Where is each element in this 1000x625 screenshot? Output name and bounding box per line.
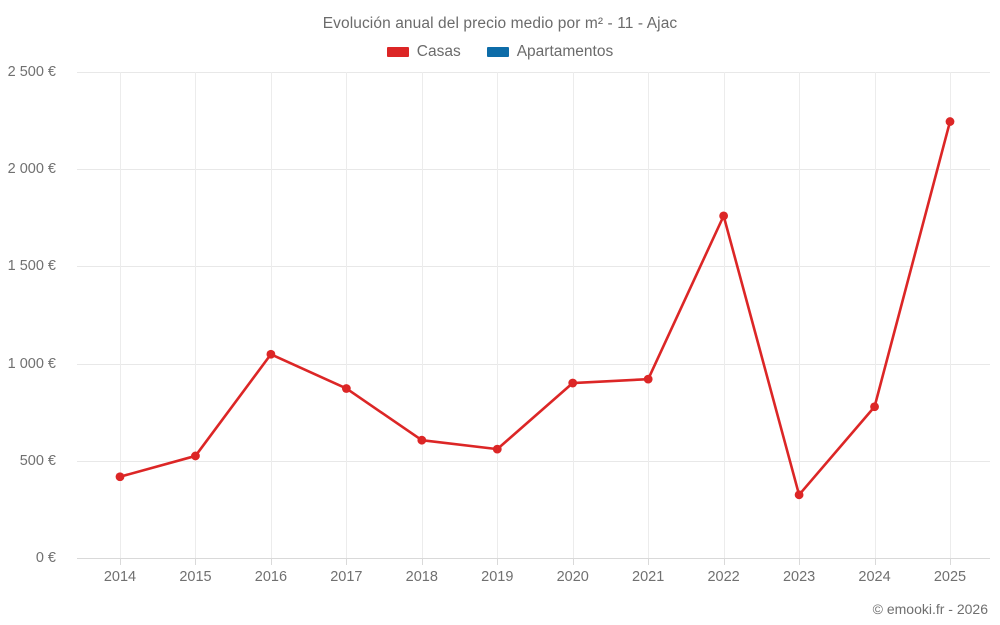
x-axis-tick-label: 2019 [481,569,514,585]
y-axis-tick-label: 2 000 € [7,161,56,178]
gridline-vertical [723,72,725,558]
gridline-horizontal [77,460,990,462]
x-axis-tick-label: 2023 [782,569,816,585]
x-axis-tick [874,558,876,565]
gridline-horizontal [77,169,990,171]
gridline-vertical [270,72,272,558]
x-axis-tick [421,558,423,565]
gridline-horizontal [77,72,990,73]
gridline-horizontal [77,266,990,268]
gridline-vertical [572,72,574,558]
plot-area: 0 € 500 € 1 000 € 1 500 € 2 000 € 2 500 € 201… [8,64,990,585]
data-point-casas[interactable] [115,472,125,482]
gridline-vertical [497,72,499,558]
legend-label-apartamentos: Apartamentos [516,43,614,60]
y-axis-tick-label: 1 000 € [7,355,56,372]
gridline-vertical [648,72,650,558]
data-point-casas[interactable] [719,211,729,221]
data-point-casas[interactable] [568,378,578,388]
x-axis-tick [648,558,650,565]
gridline-vertical [346,72,348,558]
legend-swatch-apartamentos [486,46,509,57]
x-axis-tick-label: 2021 [632,569,665,585]
x-axis-tick-label: 2025 [933,569,967,585]
x-axis-line [77,558,990,559]
data-point-casas[interactable] [341,384,351,393]
x-axis-tick [497,558,499,565]
gridline-vertical [950,72,951,558]
x-axis-tick-label: 2017 [330,569,363,585]
x-axis-tick-label: 2020 [556,569,589,585]
gridline-vertical [421,72,423,558]
x-axis-tick-label: 2022 [707,569,740,585]
x-axis-tick [950,558,951,565]
gridline-horizontal [77,363,990,365]
chart-title: Evolución anual del precio medio por m² … [322,15,678,32]
y-axis-tick-label: 0 € [35,550,56,566]
y-axis-tick-label: 2 500 € [7,64,56,80]
x-axis-tick-label: 2015 [179,569,212,585]
legend-label-casas: Casas [416,43,461,60]
x-axis-tick [799,558,801,565]
x-axis-tick-label: 2024 [858,569,891,585]
gridline-vertical [120,72,121,558]
y-axis-tick-label: 1 500 € [7,258,56,275]
series-plot [115,117,955,500]
x-axis-tick-label: 2018 [405,569,438,585]
data-point-casas[interactable] [870,402,879,412]
data-point-casas[interactable] [191,451,200,461]
data-point-casas[interactable] [492,444,502,454]
x-axis-tick [270,558,272,565]
gridline-vertical [874,72,876,558]
x-axis-tick [723,558,725,565]
chart-legend: Casas Apartamentos [0,44,1000,60]
data-point-casas[interactable] [794,490,804,500]
x-axis-tick [195,558,197,565]
x-axis-tick [346,558,348,565]
legend-swatch-casas [386,46,409,57]
legend-item-apartamentos[interactable]: Apartamentos [486,43,614,60]
x-axis-tick [572,558,574,565]
data-point-casas[interactable] [945,117,955,126]
x-axis-tick-label: 2016 [254,569,288,585]
data-point-casas[interactable] [417,435,427,445]
x-axis-tick-label: 2014 [103,569,137,585]
gridline-vertical [195,72,197,558]
y-axis-tick-label: 500 € [19,452,56,469]
data-point-casas[interactable] [643,374,653,384]
data-point-casas[interactable] [266,349,276,359]
legend-item-casas[interactable]: Casas [386,43,461,60]
series-line-casas [118,120,952,497]
footer-credit: © emooki.fr - 2026 [872,601,988,617]
x-axis-tick [120,558,121,565]
gridline-vertical [799,72,801,558]
